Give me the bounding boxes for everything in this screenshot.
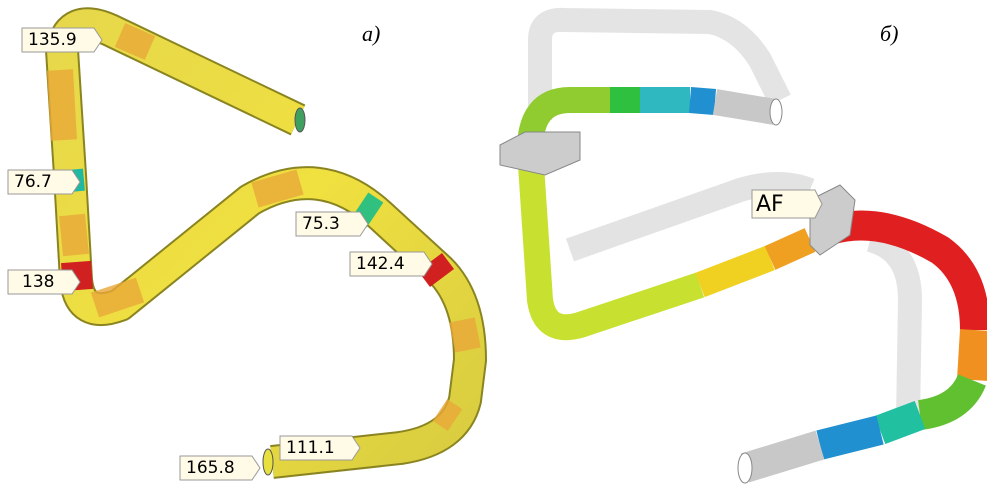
stress-label: 76.7	[14, 172, 52, 192]
support-label: AF	[756, 192, 784, 217]
panel-caption: б)	[880, 21, 898, 46]
stress-label: 138	[22, 272, 54, 292]
pipe-a	[60, 24, 470, 475]
stress-label: 75.3	[302, 214, 340, 234]
stress-label: 135.9	[28, 30, 77, 50]
supports: AF б)	[500, 21, 898, 255]
figure: 135.9 76.7 138 75.3 142.4 165.8 111.1 а)	[0, 0, 987, 484]
stress-label: 142.4	[356, 254, 405, 274]
stress-label: 111.1	[286, 438, 335, 458]
stress-label: 165.8	[186, 458, 235, 478]
panel-caption: а)	[362, 21, 380, 46]
